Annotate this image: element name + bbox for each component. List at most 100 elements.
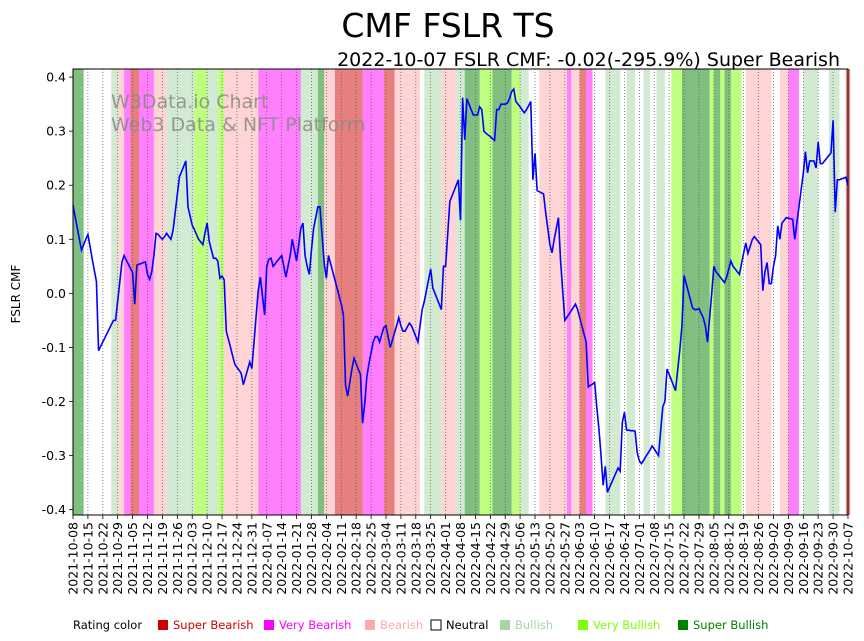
legend-label-super-bullish: Super Bullish bbox=[693, 618, 768, 632]
legend-swatch-super-bullish bbox=[678, 620, 688, 630]
legend: Rating color Super Bearish Very Bearish Bea… bbox=[73, 618, 768, 632]
band-super-bullish-34 bbox=[492, 69, 512, 515]
band-bearish-20 bbox=[324, 69, 335, 515]
x-tick-label: 2022-05-27 bbox=[557, 522, 572, 595]
band-bullish-49 bbox=[643, 69, 650, 515]
x-tick-label: 2022-03-11 bbox=[393, 522, 408, 595]
x-tick-label: 2022-02-18 bbox=[349, 522, 364, 595]
legend-label-neutral: Neutral bbox=[446, 618, 488, 632]
y-tick-label: -0.1 bbox=[42, 340, 66, 355]
x-tick-label: 2022-08-26 bbox=[751, 522, 766, 595]
x-tick-label: 2021-12-17 bbox=[215, 522, 230, 595]
band-very-bullish-12 bbox=[217, 69, 225, 515]
x-tick-label: 2022-06-10 bbox=[587, 522, 602, 595]
band-super-bullish-57 bbox=[713, 69, 721, 515]
legend-swatch-very-bearish bbox=[264, 620, 274, 630]
band-bearish-63 bbox=[758, 69, 772, 515]
band-super-bullish-59 bbox=[724, 69, 731, 515]
x-tick-label: 2022-09-02 bbox=[766, 522, 781, 595]
series-line-fslr-cmf bbox=[72, 87, 849, 493]
legend-label-bullish: Bullish bbox=[515, 618, 553, 632]
band-very-bearish-22 bbox=[362, 69, 384, 515]
chart-subtitle: 2022-10-07 FSLR CMF: -0.02(-295.9%) Supe… bbox=[337, 49, 840, 71]
band-bullish-47 bbox=[626, 69, 636, 515]
band-very-bearish-43 bbox=[586, 69, 593, 515]
band-very-bullish-10 bbox=[194, 69, 208, 515]
rating-bands bbox=[73, 69, 851, 515]
x-tick-label: 2022-05-20 bbox=[542, 522, 557, 595]
band-bullish-9 bbox=[179, 69, 195, 515]
x-tick-label: 2022-09-16 bbox=[796, 522, 811, 595]
band-bullish-45 bbox=[605, 69, 621, 515]
y-tick-label: 0.3 bbox=[46, 124, 66, 139]
band-very-bullish-60 bbox=[730, 69, 742, 515]
x-tick-label: 2022-04-15 bbox=[468, 522, 483, 595]
x-tick-label: 2022-07-15 bbox=[662, 522, 677, 595]
band-bearish-38 bbox=[539, 69, 546, 515]
x-tick-label: 2021-10-08 bbox=[66, 522, 81, 595]
band-bullish-36 bbox=[520, 69, 529, 515]
x-tick-label: 2022-04-01 bbox=[438, 522, 453, 595]
band-bearish-41 bbox=[571, 69, 580, 515]
band-super-bullish-31 bbox=[464, 69, 480, 515]
x-tick-label: 2022-01-21 bbox=[289, 522, 304, 595]
legend-label-bearish: Bearish bbox=[380, 618, 423, 632]
band-very-bullish-32 bbox=[479, 69, 484, 515]
band-super-bullish-55 bbox=[696, 69, 710, 515]
x-tick-label: 2022-05-13 bbox=[528, 522, 543, 595]
legend-swatch-super-bearish bbox=[158, 620, 168, 630]
x-tick-label: 2022-04-08 bbox=[453, 522, 468, 595]
x-tick-label: 2022-02-11 bbox=[334, 522, 349, 595]
legend-swatch-neutral bbox=[430, 619, 442, 631]
band-bearish-25 bbox=[409, 69, 421, 515]
band-bullish-70 bbox=[828, 69, 840, 515]
x-tick-label: 2022-07-22 bbox=[677, 522, 692, 595]
x-tick-label: 2022-03-18 bbox=[408, 522, 423, 595]
x-tick-label: 2021-11-26 bbox=[170, 522, 185, 595]
x-tick-label: 2022-03-04 bbox=[378, 522, 393, 595]
x-tick-label: 2022-05-06 bbox=[513, 522, 528, 595]
band-very-bearish-66 bbox=[788, 69, 800, 515]
x-tick-label: 2021-11-05 bbox=[125, 522, 140, 595]
band-very-bullish-35 bbox=[511, 69, 521, 515]
x-tick-label: 2022-09-30 bbox=[826, 522, 841, 595]
watermark-line-2: Web3 Data & NFT Platform bbox=[111, 114, 365, 136]
y-axis-label: FSLR CMF bbox=[9, 265, 23, 324]
x-tick-label: 2022-07-01 bbox=[632, 522, 647, 595]
band-bullish-18 bbox=[309, 69, 318, 515]
band-bullish-11 bbox=[207, 69, 218, 515]
band-bearish-24 bbox=[394, 69, 410, 515]
y-tick-label: 0.4 bbox=[46, 70, 66, 85]
y-tick-label: -0.3 bbox=[42, 448, 66, 463]
x-tick-label: 2022-09-23 bbox=[811, 522, 826, 595]
x-tick-label: 2022-02-25 bbox=[364, 522, 379, 595]
x-tick-label: 2022-06-24 bbox=[617, 522, 632, 595]
x-tick-label: 2022-01-14 bbox=[274, 522, 289, 595]
band-bullish-27 bbox=[424, 69, 431, 515]
band-bullish-68 bbox=[803, 69, 819, 515]
x-tick-label: 2022-01-07 bbox=[259, 522, 274, 595]
x-tick-label: 2021-11-12 bbox=[140, 522, 155, 595]
legend-swatch-bullish bbox=[500, 620, 510, 630]
band-bullish-28 bbox=[430, 69, 442, 515]
x-tick-label: 2022-07-29 bbox=[691, 522, 706, 595]
band-bullish-8 bbox=[166, 69, 180, 515]
band-bearish-14 bbox=[239, 69, 259, 515]
y-tick-label: 0.2 bbox=[46, 178, 66, 193]
x-tick-label: 2021-12-10 bbox=[200, 522, 215, 595]
x-tick-label: 2022-02-04 bbox=[319, 522, 334, 595]
band-bearish-13 bbox=[224, 69, 240, 515]
y-tick-label: -0.2 bbox=[42, 394, 66, 409]
band-bearish-7 bbox=[153, 69, 167, 515]
x-tick-label: 2021-10-15 bbox=[80, 522, 95, 595]
band-bearish-62 bbox=[745, 69, 759, 515]
band-very-bullish-33 bbox=[483, 69, 493, 515]
band-bullish-17 bbox=[300, 69, 310, 515]
x-tick-label: 2022-09-09 bbox=[781, 522, 796, 595]
band-very-bearish-15 bbox=[258, 69, 278, 515]
chart-title: CMF FSLR TS bbox=[341, 6, 554, 45]
band-very-bearish-4 bbox=[124, 69, 131, 515]
legend-label-very-bullish: Very Bullish bbox=[593, 618, 660, 632]
x-tick-label: 2022-07-08 bbox=[647, 522, 662, 595]
watermark-line-1: W3Data.io Chart bbox=[111, 91, 268, 113]
